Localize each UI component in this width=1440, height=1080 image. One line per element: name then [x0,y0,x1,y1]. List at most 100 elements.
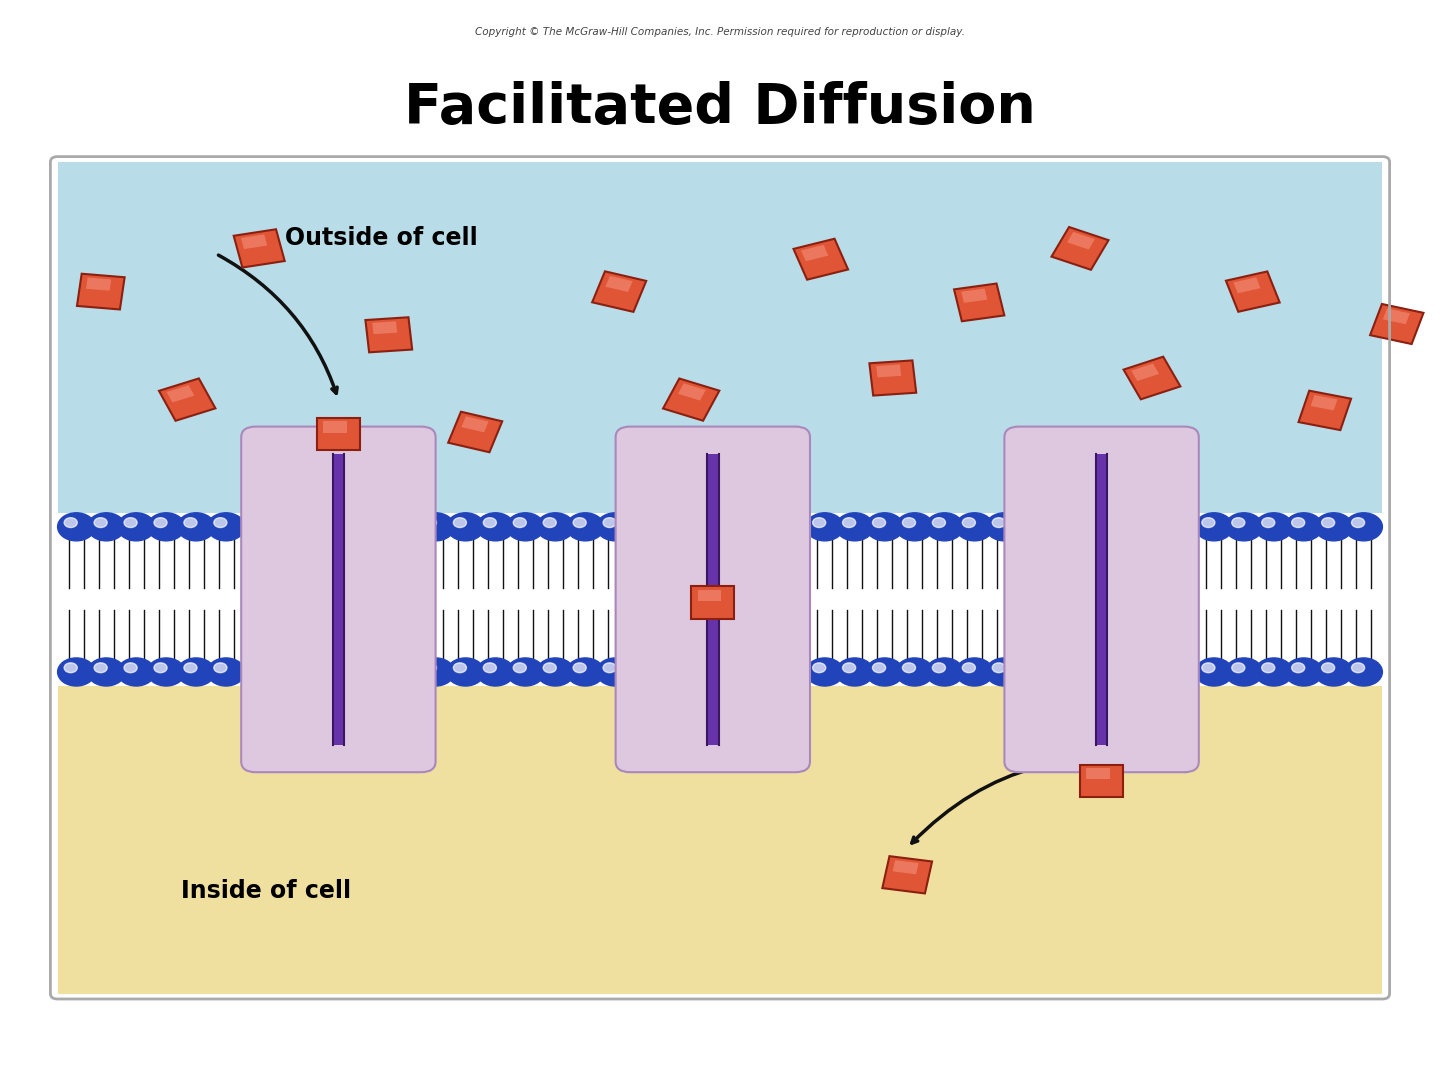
Bar [323,421,347,433]
Circle shape [1345,513,1382,541]
Circle shape [956,658,994,686]
Bar [876,365,901,377]
Bar [662,378,720,421]
Circle shape [184,517,197,527]
Bar [707,454,719,745]
Circle shape [992,517,1005,527]
FancyBboxPatch shape [616,427,809,772]
Circle shape [88,658,125,686]
Circle shape [484,517,497,527]
Bar [317,418,360,450]
Circle shape [477,658,514,686]
Circle shape [446,658,484,686]
Circle shape [986,658,1024,686]
Circle shape [484,663,497,673]
Circle shape [513,663,527,673]
Circle shape [1315,513,1352,541]
Circle shape [177,513,215,541]
Circle shape [566,658,603,686]
Circle shape [1322,663,1335,673]
Bar [605,275,632,292]
Circle shape [962,517,975,527]
Circle shape [513,517,527,527]
Circle shape [177,658,215,686]
Text: Inside of cell: Inside of cell [181,879,351,903]
Circle shape [596,513,634,541]
Bar [233,229,285,268]
Circle shape [537,513,575,541]
Bar [1067,232,1094,249]
Bar [1382,309,1410,324]
Bar [1096,454,1107,745]
Circle shape [507,658,544,686]
Circle shape [124,663,137,673]
Circle shape [1256,658,1293,686]
Circle shape [416,658,454,686]
Bar [962,288,988,302]
Bar [697,590,721,600]
Circle shape [926,513,963,541]
Circle shape [1195,658,1233,686]
Circle shape [956,513,994,541]
Circle shape [865,513,903,541]
Bar [592,271,647,312]
Circle shape [537,658,575,686]
Circle shape [1352,663,1365,673]
Bar [461,416,488,432]
Circle shape [154,663,167,673]
Circle shape [573,517,586,527]
Bar [448,411,503,453]
Bar [1310,395,1338,410]
Circle shape [812,663,825,673]
Circle shape [1231,517,1244,527]
Circle shape [147,513,184,541]
Circle shape [184,663,197,673]
Circle shape [1225,658,1263,686]
Circle shape [932,517,946,527]
Bar [893,860,919,875]
Circle shape [865,658,903,686]
Circle shape [65,517,78,527]
Bar [333,454,344,745]
Circle shape [94,663,107,673]
Circle shape [423,663,436,673]
Circle shape [215,517,228,527]
Circle shape [147,658,184,686]
Bar [373,322,397,334]
Circle shape [423,517,436,527]
Circle shape [603,663,616,673]
Bar [158,378,216,421]
Text: Copyright © The McGraw-Hill Companies, Inc. Permission required for reproduction: Copyright © The McGraw-Hill Companies, I… [475,27,965,37]
Circle shape [1261,663,1274,673]
Circle shape [992,663,1005,673]
Circle shape [903,663,916,673]
Circle shape [1322,517,1335,527]
Circle shape [446,513,484,541]
Circle shape [207,658,245,686]
Circle shape [543,517,556,527]
Bar [801,245,828,261]
Circle shape [896,513,933,541]
Bar [167,386,194,403]
Circle shape [837,513,874,541]
Bar [1225,271,1280,312]
Circle shape [986,513,1024,541]
Circle shape [566,513,603,541]
Circle shape [926,658,963,686]
Circle shape [842,517,855,527]
FancyBboxPatch shape [242,427,435,772]
Bar [86,278,111,291]
Circle shape [903,517,916,527]
Circle shape [416,513,454,541]
Bar [870,361,916,395]
Bar [1299,391,1351,430]
Circle shape [58,658,95,686]
Circle shape [1284,658,1322,686]
Circle shape [1231,663,1244,673]
Circle shape [454,663,467,673]
Circle shape [124,517,137,527]
Circle shape [1315,658,1352,686]
Circle shape [477,513,514,541]
Circle shape [962,663,975,673]
Circle shape [543,663,556,673]
